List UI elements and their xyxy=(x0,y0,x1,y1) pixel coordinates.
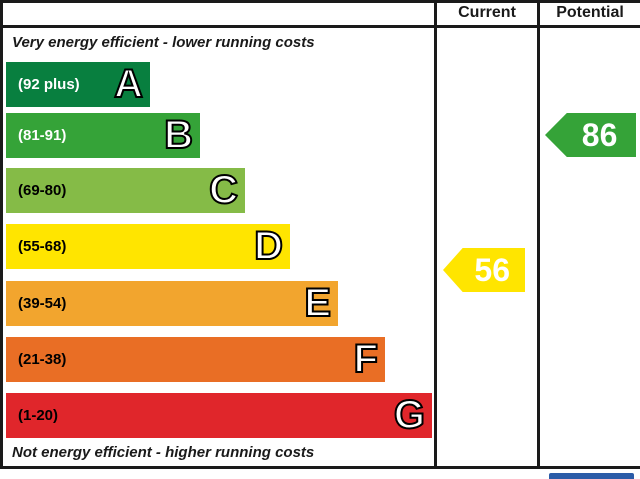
caption-very-efficient: Very energy efficient - lower running co… xyxy=(12,34,315,51)
band-row-d: (55-68) D xyxy=(6,223,290,269)
current-rating-value: 56 xyxy=(474,252,510,288)
band-range-label: (39-54) xyxy=(18,295,67,312)
band-letter: G xyxy=(393,392,426,438)
table-left-border xyxy=(0,0,3,469)
cutoff-next-section-bar xyxy=(549,473,634,479)
potential-rating-arrow: 86 xyxy=(545,113,636,157)
band-letter: D xyxy=(253,223,284,269)
band-range-label: (21-38) xyxy=(18,351,67,368)
current-column-divider xyxy=(434,0,437,469)
band-range-label: (81-91) xyxy=(18,127,67,144)
band-row-g: (1-20) G xyxy=(6,392,432,438)
band-row-f: (21-38) F xyxy=(6,336,385,382)
band-range-label: (1-20) xyxy=(18,407,59,424)
band-letter: F xyxy=(353,336,379,382)
band-row-a: (92 plus) A xyxy=(6,61,150,107)
header-bottom-border xyxy=(0,25,640,28)
band-row-b: (81-91) B xyxy=(6,112,200,158)
potential-rating-value: 86 xyxy=(581,117,618,153)
band-letter: A xyxy=(113,61,144,107)
potential-column-divider xyxy=(537,0,540,469)
band-range-label: (55-68) xyxy=(18,238,67,255)
band-range-label: (69-80) xyxy=(18,182,67,199)
current-column-header: Current xyxy=(458,4,516,21)
caption-not-efficient: Not energy efficient - higher running co… xyxy=(12,444,315,461)
potential-column-header: Potential xyxy=(556,4,624,21)
band-letter: B xyxy=(163,112,194,158)
current-rating-arrow: 56 xyxy=(443,248,525,292)
band-letter: E xyxy=(303,280,332,326)
band-range-label: (92 plus) xyxy=(18,76,80,93)
band-row-c: (69-80) C xyxy=(6,167,245,213)
band-row-e: (39-54) E xyxy=(6,280,338,326)
table-bottom-border xyxy=(0,466,640,469)
band-letter: C xyxy=(208,167,239,213)
table-top-border xyxy=(0,0,640,3)
